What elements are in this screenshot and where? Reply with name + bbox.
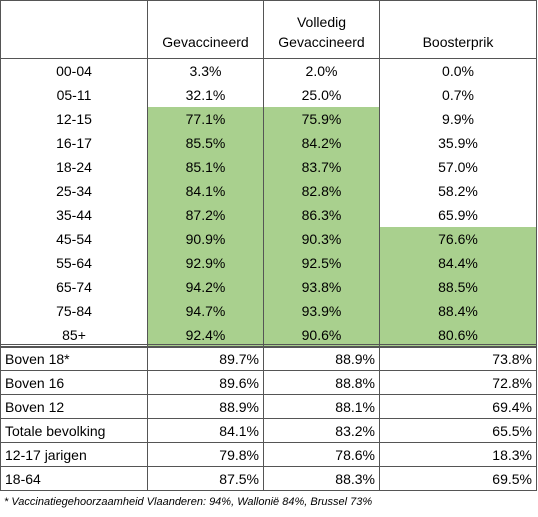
row-label: 12-17 jarigen <box>0 442 148 467</box>
row-label: 45-54 <box>0 227 148 251</box>
cell: 84.2% <box>263 131 380 155</box>
cell: 90.3% <box>263 227 380 251</box>
table-row: 18-24 85.1% 83.7% 57.0% <box>0 155 537 179</box>
cell: 86.3% <box>263 203 380 227</box>
cell: 88.3% <box>263 466 380 491</box>
row-label: 00-04 <box>0 58 148 83</box>
row-label: 55-64 <box>0 251 148 275</box>
cell: 3.3% <box>147 58 264 83</box>
cell: 76.6% <box>379 227 537 251</box>
row-label: 25-34 <box>0 179 148 203</box>
cell: 93.9% <box>263 299 380 323</box>
cell: 9.9% <box>379 107 537 131</box>
table-row: 16-17 85.5% 84.2% 35.9% <box>0 131 537 155</box>
cell: 80.6% <box>379 323 537 348</box>
cell: 77.1% <box>147 107 264 131</box>
cell: 79.8% <box>147 442 264 467</box>
summary-table: Boven 18* 89.7% 88.9% 73.8% Boven 16 89.6% 88.… <box>0 344 537 491</box>
row-label: 85+ <box>0 323 148 348</box>
cell: 32.1% <box>147 83 264 107</box>
table-row: 55-64 92.9% 92.5% 84.4% <box>0 251 537 275</box>
corner-cell <box>0 0 148 59</box>
row-label: 75-84 <box>0 299 148 323</box>
cell: 93.8% <box>263 275 380 299</box>
cell: 89.6% <box>147 370 264 395</box>
table-row: 00-04 3.3% 2.0% 0.0% <box>0 58 537 83</box>
cell: 89.7% <box>147 345 264 371</box>
table-row: 05-11 32.1% 25.0% 0.7% <box>0 83 537 107</box>
row-label: Boven 16 <box>0 370 148 395</box>
cell: 82.8% <box>263 179 380 203</box>
summary-row: 12-17 jarigen 79.8% 78.6% 18.3% <box>0 442 537 467</box>
row-label: 35-44 <box>0 203 148 227</box>
table-row: 65-74 94.2% 93.8% 88.5% <box>0 275 537 299</box>
cell: 65.9% <box>379 203 537 227</box>
cell: 25.0% <box>263 83 380 107</box>
cell: 92.5% <box>263 251 380 275</box>
row-label: 18-24 <box>0 155 148 179</box>
cell: 85.1% <box>147 155 264 179</box>
row-label: Boven 12 <box>0 394 148 419</box>
cell: 83.2% <box>263 418 380 443</box>
cell: 0.0% <box>379 58 537 83</box>
cell: 88.4% <box>379 299 537 323</box>
cell: 2.0% <box>263 58 380 83</box>
age-table: Gevaccineerd Volledig Gevaccineerd Booster… <box>0 0 537 348</box>
footnote: * Vaccinatiegehoorzaamheid Vlaanderen: 9… <box>4 496 373 508</box>
cell: 90.6% <box>263 323 380 348</box>
cell: 69.4% <box>379 394 537 419</box>
cell: 88.5% <box>379 275 537 299</box>
cell: 94.7% <box>147 299 264 323</box>
cell: 84.1% <box>147 418 264 443</box>
cell: 87.5% <box>147 466 264 491</box>
header-cell: Gevaccineerd <box>147 0 264 59</box>
cell: 84.4% <box>379 251 537 275</box>
cell: 88.9% <box>263 345 380 371</box>
row-label: Totale bevolking <box>0 418 148 443</box>
row-label: Boven 18* <box>0 345 148 371</box>
header-row: Gevaccineerd Volledig Gevaccineerd Booster… <box>0 0 537 59</box>
summary-row: Boven 16 89.6% 88.8% 72.8% <box>0 370 537 395</box>
header-cell: Volledig Gevaccineerd <box>263 0 380 59</box>
table-row: 25-34 84.1% 82.8% 58.2% <box>0 179 537 203</box>
cell: 88.8% <box>263 370 380 395</box>
row-label: 05-11 <box>0 83 148 107</box>
row-label: 12-15 <box>0 107 148 131</box>
cell: 75.9% <box>263 107 380 131</box>
row-label: 16-17 <box>0 131 148 155</box>
table-row: 35-44 87.2% 86.3% 65.9% <box>0 203 537 227</box>
row-label: 65-74 <box>0 275 148 299</box>
summary-row: 18-64 87.5% 88.3% 69.5% <box>0 466 537 491</box>
table-row: 85+ 92.4% 90.6% 80.6% <box>0 323 537 348</box>
cell: 84.1% <box>147 179 264 203</box>
summary-row: Boven 12 88.9% 88.1% 69.4% <box>0 394 537 419</box>
cell: 88.1% <box>263 394 380 419</box>
cell: 83.7% <box>263 155 380 179</box>
cell: 69.5% <box>379 466 537 491</box>
cell: 73.8% <box>379 345 537 371</box>
cell: 0.7% <box>379 83 537 107</box>
cell: 72.8% <box>379 370 537 395</box>
cell: 18.3% <box>379 442 537 467</box>
cell: 78.6% <box>263 442 380 467</box>
cell: 58.2% <box>379 179 537 203</box>
cell: 57.0% <box>379 155 537 179</box>
cell: 94.2% <box>147 275 264 299</box>
table-row: 75-84 94.7% 93.9% 88.4% <box>0 299 537 323</box>
cell: 35.9% <box>379 131 537 155</box>
cell: 85.5% <box>147 131 264 155</box>
cell: 90.9% <box>147 227 264 251</box>
cell: 88.9% <box>147 394 264 419</box>
summary-row: Totale bevolking 84.1% 83.2% 65.5% <box>0 418 537 443</box>
cell: 65.5% <box>379 418 537 443</box>
table-row: 12-15 77.1% 75.9% 9.9% <box>0 107 537 131</box>
summary-row: Boven 18* 89.7% 88.9% 73.8% <box>0 345 537 371</box>
cell: 87.2% <box>147 203 264 227</box>
table-row: 45-54 90.9% 90.3% 76.6% <box>0 227 537 251</box>
row-label: 18-64 <box>0 466 148 491</box>
cell: 92.4% <box>147 323 264 348</box>
cell: 92.9% <box>147 251 264 275</box>
header-cell: Boosterprik <box>379 0 537 59</box>
